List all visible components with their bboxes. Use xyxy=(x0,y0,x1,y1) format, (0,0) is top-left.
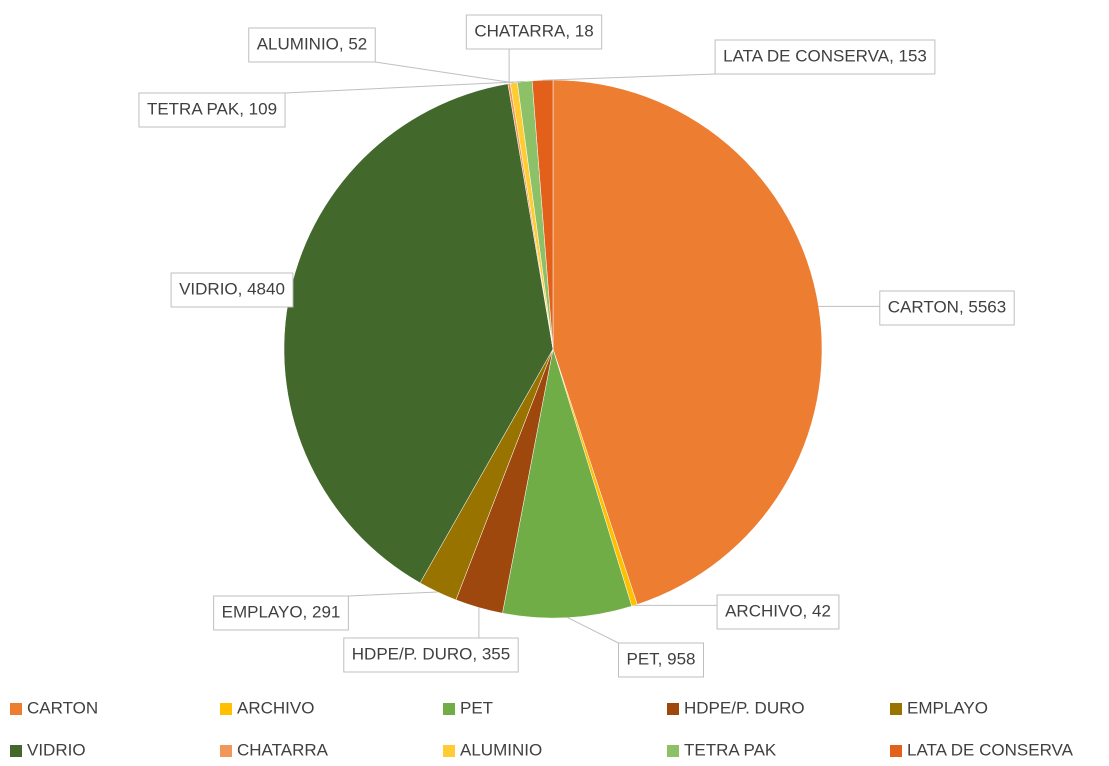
data-label: TETRA PAK, 109 xyxy=(147,99,277,118)
leader-line xyxy=(542,73,716,81)
legend-label: HDPE/P. DURO xyxy=(684,698,805,717)
label-box xyxy=(248,27,376,63)
legend-swatch xyxy=(890,703,902,715)
label-box xyxy=(879,290,1015,326)
pie-slice xyxy=(552,79,823,605)
legend-label: VIDRIO xyxy=(27,740,86,759)
label-box xyxy=(170,272,294,308)
data-label: VIDRIO, 4840 xyxy=(179,279,285,298)
legend-swatch xyxy=(443,703,455,715)
legend-swatch xyxy=(10,703,22,715)
legend-label: ALUMINIO xyxy=(460,740,542,759)
legend-swatch xyxy=(10,745,22,757)
data-label: CHATARRA, 18 xyxy=(474,21,593,40)
data-label: ARCHIVO, 42 xyxy=(725,601,831,620)
legend-swatch xyxy=(443,745,455,757)
label-box xyxy=(465,14,603,50)
label-box xyxy=(714,39,936,75)
legend-label: PET xyxy=(460,698,493,717)
data-label: ALUMINIO, 52 xyxy=(257,34,368,53)
legend-swatch xyxy=(667,703,679,715)
label-box xyxy=(716,594,840,630)
legend-swatch xyxy=(220,745,232,757)
legend-label: EMPLAYO xyxy=(907,698,988,717)
data-label: EMPLAYO, 291 xyxy=(222,602,341,621)
data-label: PET, 958 xyxy=(627,649,696,668)
label-box xyxy=(138,92,286,128)
data-label: HDPE/P. DURO, 355 xyxy=(352,644,510,663)
legend-label: CHATARRA xyxy=(237,740,329,759)
label-box xyxy=(618,642,704,678)
legend-swatch xyxy=(890,745,902,757)
legend-swatch xyxy=(667,745,679,757)
label-box xyxy=(213,595,349,631)
legend-label: TETRA PAK xyxy=(684,740,777,759)
legend-swatch xyxy=(220,703,232,715)
legend-label: CARTON xyxy=(27,698,98,717)
leader-line xyxy=(348,591,438,597)
legend-label: LATA DE CONSERVA xyxy=(907,740,1074,759)
label-box xyxy=(343,637,519,673)
leader-line xyxy=(285,80,525,94)
data-label: LATA DE CONSERVA, 153 xyxy=(723,46,927,65)
legend-label: ARCHIVO xyxy=(237,698,314,717)
leader-line xyxy=(567,617,619,644)
data-label: CARTON, 5563 xyxy=(888,297,1006,316)
leader-line xyxy=(375,61,514,84)
